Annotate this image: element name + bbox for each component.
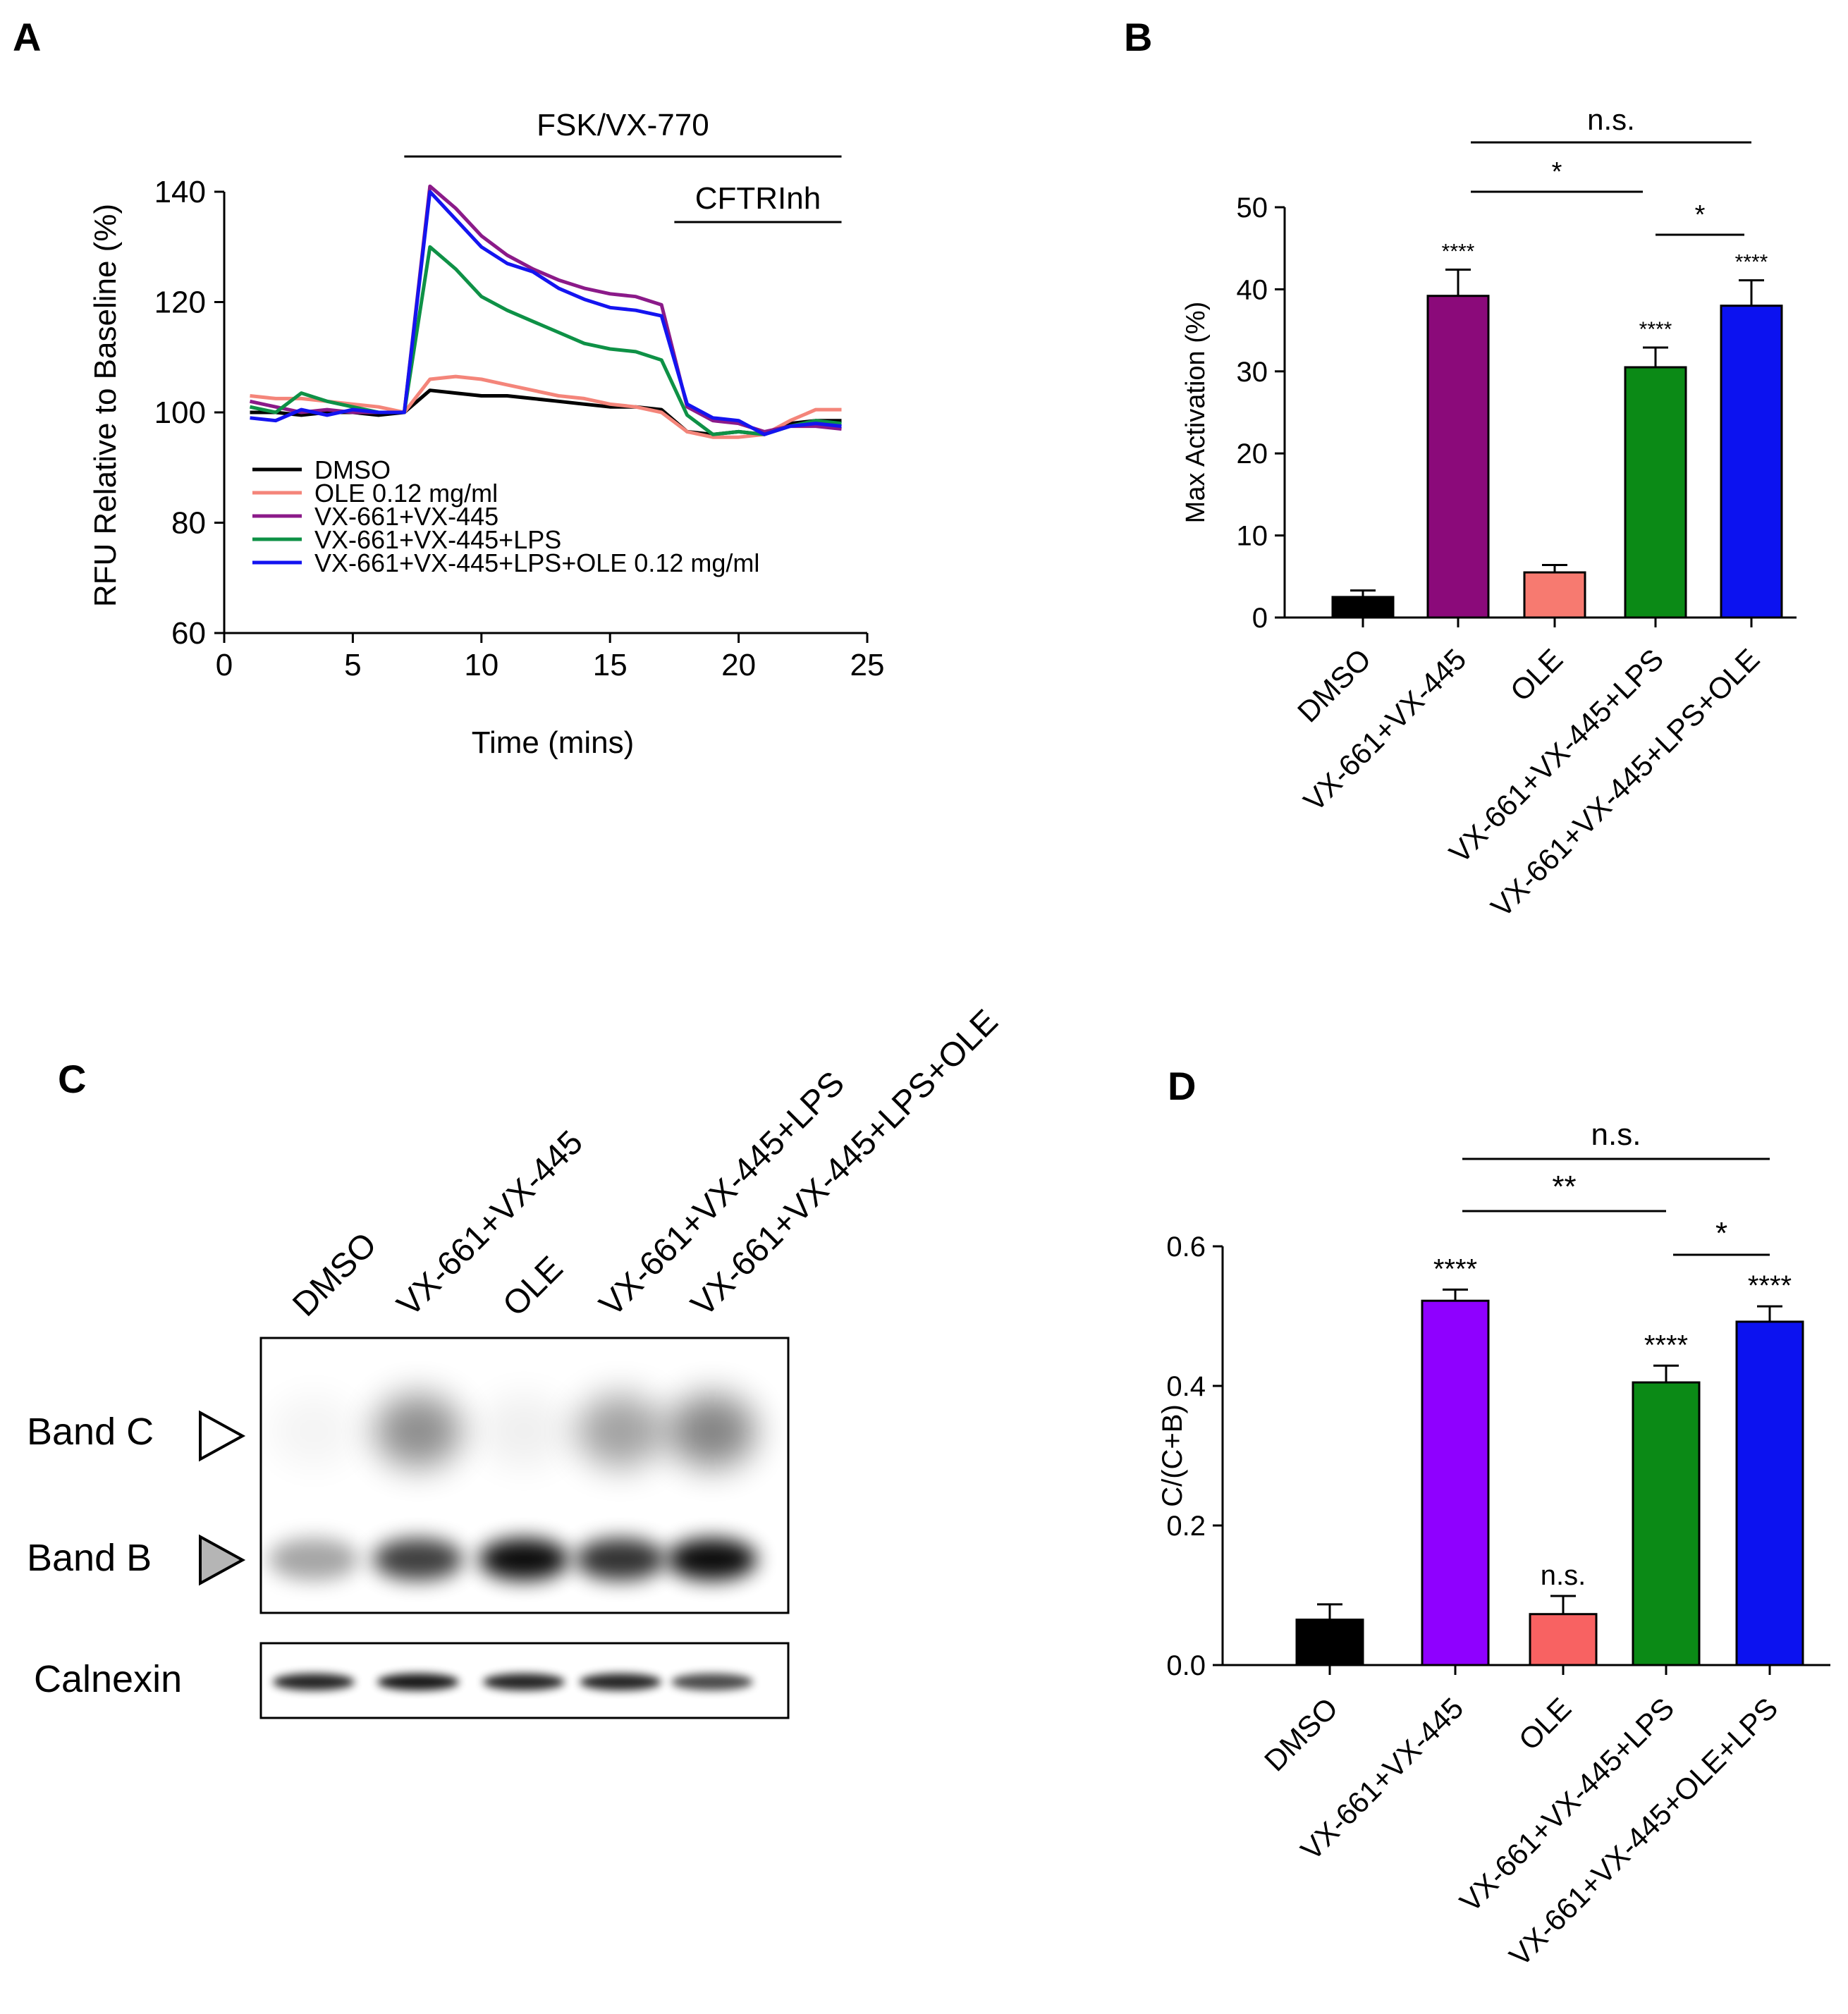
a-x-tick-label: 15 <box>593 648 628 682</box>
c-row-label-band-c: Band C <box>27 1411 154 1453</box>
a-series-line <box>250 190 842 436</box>
panel-b-category-label: VX-661+VX-445 <box>1297 642 1473 818</box>
c-band-b-lane-1 <box>269 1538 359 1580</box>
panel-d-bar-chart: 0.00.20.40.6C/(C+B)DMSOVX-661+VX-445****… <box>1157 1117 1830 1972</box>
c-lane-label: VX-661+VX-445 <box>390 1124 590 1324</box>
panel-b-significance-label: **** <box>1735 251 1768 274</box>
panel-b-y-tick-label: 20 <box>1237 438 1268 469</box>
a-y-tick-label: 120 <box>154 285 206 320</box>
a-y-axis-title: RFU Relative to Baseline (%) <box>88 204 123 607</box>
panel-d-significance-label: **** <box>1748 1270 1792 1301</box>
a-x-axis-title: Time (mins) <box>472 725 635 760</box>
panel-label-b: B <box>1124 15 1152 59</box>
panel-d-bar-4 <box>1632 1381 1701 1666</box>
panel-label-c: C <box>58 1057 86 1101</box>
c-calnexin-bands <box>273 1674 753 1690</box>
panel-d-comparison-label: ** <box>1552 1169 1576 1204</box>
panel-b-bar-3 <box>1523 571 1586 619</box>
c-band-b-lane-5 <box>667 1538 757 1580</box>
panel-b-bar-5 <box>1720 305 1783 619</box>
a-series-line <box>250 374 842 439</box>
c-calnexin-lane-1 <box>273 1674 355 1690</box>
panel-d-y-axis-title: C/(C+B) <box>1157 1404 1188 1507</box>
c-lane-label: DMSO <box>286 1225 384 1323</box>
panel-d-y-tick-label: 0.0 <box>1166 1650 1206 1681</box>
c-calnexin-lane-5 <box>671 1674 753 1690</box>
a-x-tick-label: 0 <box>216 648 233 682</box>
c-lane-label: OLE <box>496 1249 570 1323</box>
a-y-tick-label: 140 <box>154 175 206 209</box>
panel-b-y-tick-label: 30 <box>1237 357 1268 388</box>
a-legend-label: DMSO <box>314 455 391 484</box>
panel-b-bar-4 <box>1624 366 1687 619</box>
panel-b-y-tick-label: 10 <box>1237 521 1268 552</box>
a-x-tick-label: 20 <box>721 648 756 682</box>
panel-a-line-chart: 0 5 10 15 20 25 60 80 100 120 140 Time (mins) RFU Re… <box>88 108 884 760</box>
panel-d-comparison-label: * <box>1715 1216 1727 1251</box>
panel-d-y-tick-label: 0.4 <box>1166 1371 1206 1402</box>
a-x-tick-label: 25 <box>850 648 885 682</box>
panel-d-y-tick-label: 0.2 <box>1166 1511 1206 1542</box>
c-calnexin-lane-4 <box>580 1674 661 1690</box>
panel-b-bar-chart: 0 10 20 30 40 50 Max Activation (%) DMSOVX-661+… <box>1181 103 1797 923</box>
panel-b-category-label: DMSO <box>1291 642 1377 728</box>
panel-d-significance-label: n.s. <box>1541 1560 1586 1591</box>
a-annotation-label: CFTRInh <box>695 181 821 216</box>
c-row-label-calnexin: Calnexin <box>34 1658 182 1700</box>
panel-b-y-axis-title: Max Activation (%) <box>1181 302 1211 524</box>
panel-d-bar-3 <box>1529 1613 1598 1666</box>
panel-d-significance-label: **** <box>1433 1253 1477 1284</box>
panel-b-y-tick-label: 0 <box>1252 603 1268 634</box>
a-annotation-label: FSK/VX-770 <box>537 108 709 142</box>
panel-b-y-tick-label: 50 <box>1237 192 1268 223</box>
panel-b-bar-1 <box>1331 596 1395 619</box>
panel-b-significance-label: **** <box>1639 318 1672 341</box>
panel-b-comparison-label: * <box>1552 157 1562 187</box>
c-blot-bands <box>269 1394 757 1580</box>
c-band-c-lane-4 <box>577 1394 664 1468</box>
panel-d-category-label: DMSO <box>1258 1691 1344 1777</box>
panel-label-d: D <box>1168 1064 1196 1108</box>
c-band-c-lane-2 <box>374 1394 462 1468</box>
panel-d-bar-5 <box>1735 1320 1804 1666</box>
panel-d-comparison-label: n.s. <box>1591 1117 1641 1152</box>
c-band-c-lane-3 <box>480 1394 568 1468</box>
c-band-c-lane-5 <box>668 1394 756 1468</box>
a-legend-label: OLE 0.12 mg/ml <box>314 479 498 508</box>
panel-d-significance-label: **** <box>1644 1330 1688 1361</box>
panel-d-bar-2 <box>1421 1299 1490 1666</box>
panel-b-comparison-label: * <box>1695 200 1706 230</box>
a-x-tick-label: 5 <box>344 648 361 682</box>
panel-d-y-tick-label: 0.6 <box>1166 1232 1206 1263</box>
a-series-line <box>249 245 842 436</box>
a-y-tick-label: 60 <box>171 616 206 651</box>
a-x-tick-label: 10 <box>464 648 498 682</box>
c-band-b-lane-4 <box>575 1538 666 1580</box>
panel-d-category-label: OLE <box>1512 1691 1578 1757</box>
c-band-c-lane-1 <box>270 1394 357 1468</box>
a-legend-label: VX-661+VX-445+LPS+OLE 0.12 mg/ml <box>314 548 759 577</box>
panel-b-bar-2 <box>1426 295 1490 619</box>
c-band-b-lane-3 <box>479 1538 569 1580</box>
c-row-label-band-b: Band B <box>27 1537 152 1579</box>
panel-d-bar-1 <box>1295 1619 1364 1666</box>
c-calnexin-lane-3 <box>483 1674 565 1690</box>
panel-b-y-tick-label: 40 <box>1237 274 1268 305</box>
a-y-tick-label: 100 <box>154 395 206 430</box>
panel-b-category-label: OLE <box>1504 642 1569 708</box>
panel-label-a: A <box>13 15 41 59</box>
a-y-tick-label: 80 <box>171 506 206 541</box>
a-legend-label: VX-661+VX-445+LPS <box>314 525 561 554</box>
panel-b-comparison-label: n.s. <box>1587 103 1635 136</box>
c-band-b-lane-2 <box>373 1538 463 1580</box>
c-band-c-arrow-icon <box>199 1410 246 1462</box>
a-legend-label: VX-661+VX-445 <box>314 502 498 531</box>
c-band-b-arrow-icon <box>199 1534 246 1586</box>
panel-b-significance-label: **** <box>1442 240 1475 263</box>
c-calnexin-lane-2 <box>377 1674 459 1690</box>
